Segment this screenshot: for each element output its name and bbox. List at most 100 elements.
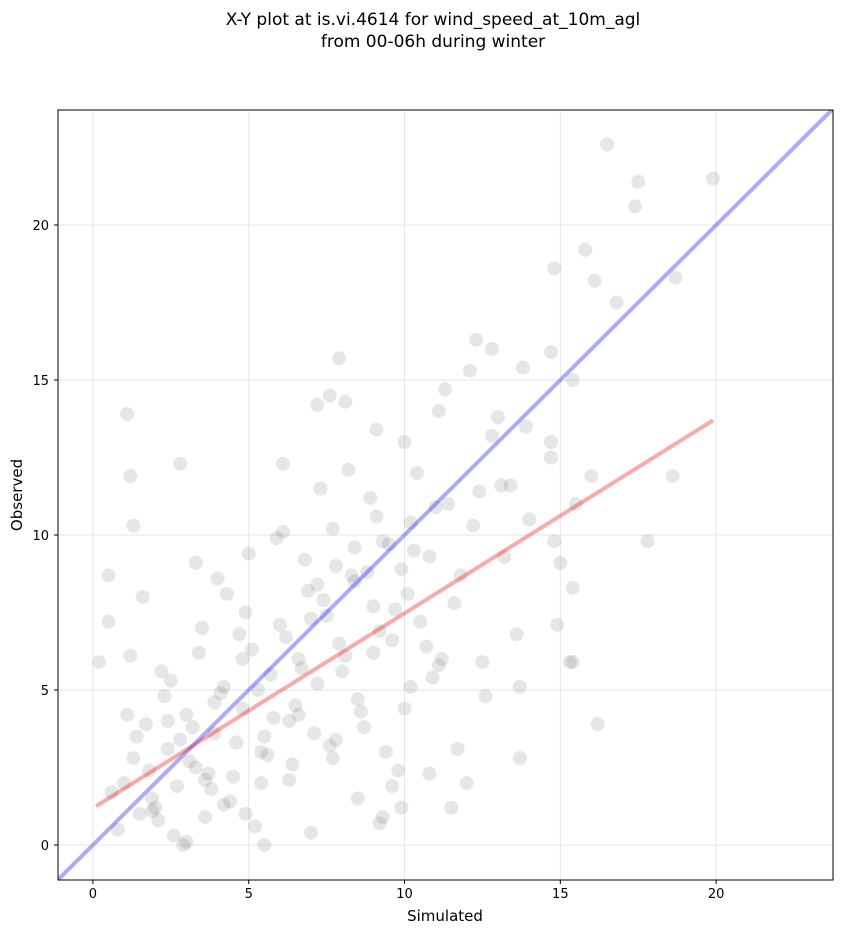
x-tick-label: 5: [245, 887, 253, 902]
point: [335, 664, 350, 679]
point: [185, 720, 200, 735]
point: [360, 565, 375, 580]
point: [313, 481, 328, 496]
point: [257, 837, 272, 852]
point: [216, 797, 231, 812]
point: [565, 580, 580, 595]
point: [210, 571, 225, 586]
point: [372, 816, 387, 831]
point: [628, 199, 643, 214]
point: [332, 636, 347, 651]
point: [282, 772, 297, 787]
point: [494, 478, 509, 493]
point: [503, 478, 518, 493]
point: [291, 707, 306, 722]
point: [397, 434, 412, 449]
point: [665, 469, 680, 484]
point: [425, 670, 440, 685]
point: [403, 679, 418, 694]
y-tick-label: 0: [41, 839, 49, 854]
point: [151, 813, 166, 828]
point: [413, 614, 428, 629]
point: [547, 534, 562, 549]
point: [247, 819, 262, 834]
point: [291, 651, 306, 666]
point: [251, 682, 266, 697]
fit-line: [94, 418, 715, 808]
point: [562, 655, 577, 670]
point: [188, 760, 203, 775]
point: [391, 763, 406, 778]
point: [254, 775, 269, 790]
point: [285, 757, 300, 772]
point: [170, 779, 185, 794]
point: [300, 583, 315, 598]
point: [101, 614, 116, 629]
point: [219, 586, 234, 601]
point: [472, 484, 487, 499]
point: [263, 667, 278, 682]
point: [229, 735, 244, 750]
point: [366, 599, 381, 614]
point: [338, 648, 353, 663]
point: [509, 627, 524, 642]
point: [475, 655, 490, 670]
point: [347, 540, 362, 555]
point: [550, 617, 565, 632]
y-axis-label: Observed: [8, 459, 26, 531]
point: [428, 500, 443, 515]
point: [375, 534, 390, 549]
point: [400, 586, 415, 601]
point: [363, 490, 378, 505]
point: [238, 806, 253, 821]
point: [325, 521, 340, 536]
point: [191, 645, 206, 660]
point: [157, 689, 172, 704]
point: [438, 382, 453, 397]
point: [547, 261, 562, 276]
point: [385, 633, 400, 648]
point: [307, 726, 322, 741]
point: [543, 345, 558, 360]
point: [394, 562, 409, 577]
point: [668, 270, 683, 285]
point: [578, 242, 593, 257]
point: [198, 810, 213, 825]
point: [568, 496, 583, 511]
point: [120, 407, 135, 422]
point: [194, 620, 209, 635]
point: [126, 751, 141, 766]
point: [319, 608, 334, 623]
point: [543, 434, 558, 449]
x-axis-label: Simulated: [407, 907, 483, 925]
point: [332, 351, 347, 366]
point: [553, 555, 568, 570]
point: [462, 363, 477, 378]
point: [453, 568, 468, 583]
point: [543, 450, 558, 465]
x-tick-label: 10: [396, 887, 413, 902]
point: [148, 800, 163, 815]
point: [235, 651, 250, 666]
point: [338, 394, 353, 409]
point: [154, 664, 169, 679]
point: [179, 834, 194, 849]
point: [213, 686, 228, 701]
point: [350, 692, 365, 707]
point: [260, 748, 275, 763]
point: [110, 822, 125, 837]
point: [235, 701, 250, 716]
point: [565, 372, 580, 387]
y-tick-label: 5: [41, 684, 49, 699]
point: [441, 496, 456, 511]
point: [132, 806, 147, 821]
point: [297, 552, 312, 567]
chart-title: X-Y plot at is.vi.4614 for wind_speed_at…: [226, 10, 641, 30]
point: [706, 171, 721, 186]
point: [173, 456, 188, 471]
point: [350, 791, 365, 806]
point: [403, 515, 418, 530]
point: [434, 651, 449, 666]
point: [226, 769, 241, 784]
point: [478, 689, 493, 704]
